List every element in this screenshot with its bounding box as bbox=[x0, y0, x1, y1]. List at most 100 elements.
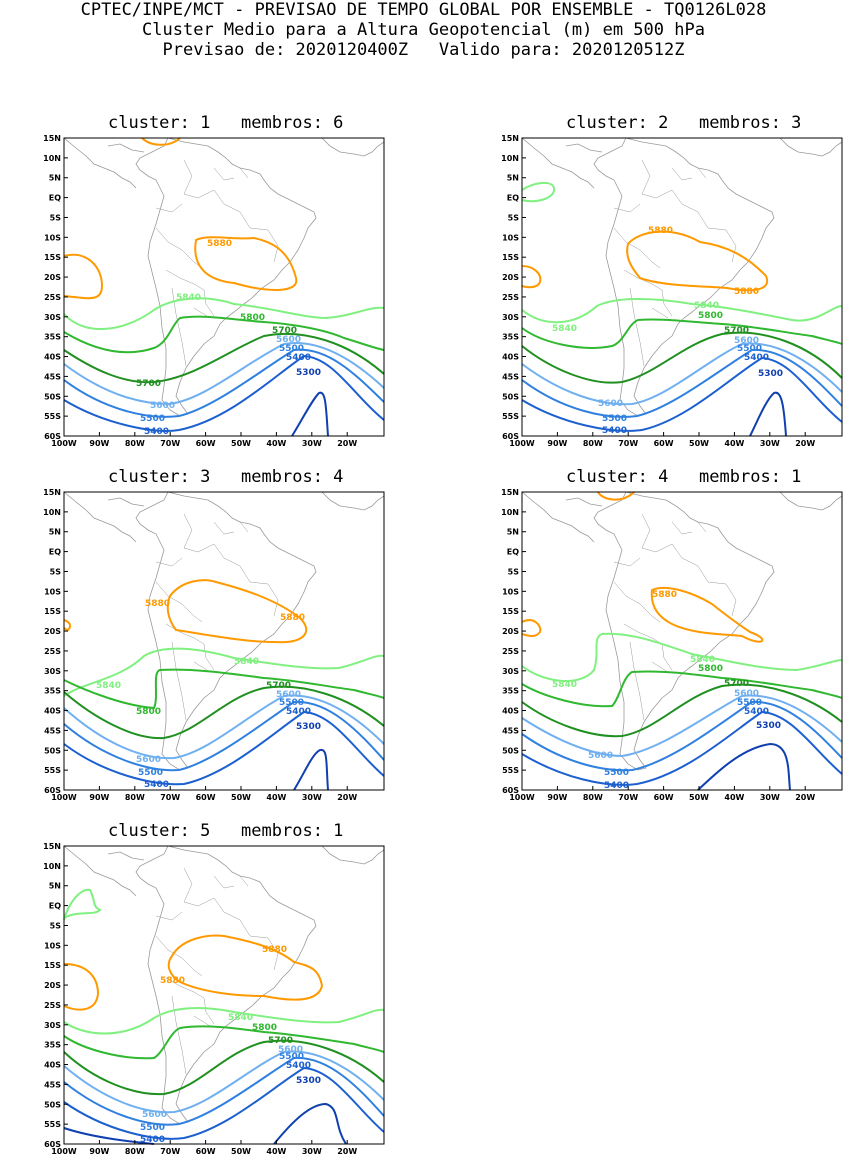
header-line-2: Cluster Medio para a Altura Geopotencial… bbox=[142, 20, 705, 40]
label-5600-b: 5600 bbox=[588, 751, 613, 761]
lon-label: 50W bbox=[231, 793, 251, 802]
lat-label: 10S bbox=[44, 233, 61, 242]
map-panel-2: 5880 5880 5840 5840 5800 5700 5600 5600 … bbox=[501, 134, 843, 448]
lat-label: 40S bbox=[502, 707, 519, 716]
country-borders bbox=[155, 867, 279, 1075]
contour-labels: 5880 5880 5840 5840 5800 5700 5600 5600 … bbox=[552, 226, 783, 436]
lat-label: 40S bbox=[44, 707, 61, 716]
contour-5840-north bbox=[521, 182, 556, 203]
lat-label: 45S bbox=[44, 1080, 61, 1089]
label-5600-a: 5600 bbox=[734, 336, 759, 346]
label-5600-a: 5600 bbox=[276, 690, 301, 700]
map-panel-1: 5880 5840 5800 5700 5700 5600 5600 5500 … bbox=[43, 134, 385, 448]
lat-label: 40S bbox=[502, 353, 519, 362]
south-america-coastline bbox=[63, 137, 385, 417]
contour-5600 bbox=[63, 342, 385, 405]
lon-label: 20W bbox=[795, 439, 815, 448]
contour-5880-brazil bbox=[650, 586, 764, 643]
lat-label: 50S bbox=[44, 746, 61, 755]
contour-5300 bbox=[293, 748, 329, 791]
coastline bbox=[135, 137, 317, 417]
lat-label: 30S bbox=[44, 667, 61, 676]
lon-label: 20W bbox=[337, 439, 357, 448]
label-5880-b: 5880 bbox=[160, 976, 185, 986]
lon-label: 90W bbox=[89, 1147, 109, 1156]
label-5500-a: 5500 bbox=[737, 344, 762, 354]
contour-5300 bbox=[291, 391, 329, 437]
lon-label: 60W bbox=[196, 439, 216, 448]
lat-label: 25S bbox=[44, 647, 61, 656]
lat-label: 50S bbox=[502, 746, 519, 755]
contour-5700 bbox=[63, 1039, 385, 1096]
lat-label: 40S bbox=[44, 353, 61, 362]
lat-label: 5N bbox=[507, 174, 519, 183]
contour-5840 bbox=[521, 632, 843, 682]
label-5600-a: 5600 bbox=[276, 335, 301, 345]
header-line-3: Previsao de: 2020120400Z Valido para: 20… bbox=[162, 40, 685, 60]
lat-label: 5S bbox=[50, 213, 62, 222]
lat-label: 5S bbox=[508, 213, 520, 222]
label-5800: 5800 bbox=[240, 313, 265, 323]
lat-label: 30S bbox=[502, 667, 519, 676]
label-5600-b: 5600 bbox=[598, 399, 623, 409]
contour-5880-brazil bbox=[166, 579, 308, 644]
lat-label: EQ bbox=[49, 902, 61, 911]
label-5400-b: 5400 bbox=[140, 1135, 165, 1145]
lon-label: 20W bbox=[337, 1147, 357, 1156]
contour-5840-north bbox=[63, 888, 101, 921]
lat-label: 45S bbox=[44, 726, 61, 735]
contour-5400 bbox=[63, 1067, 385, 1140]
contour-5400 bbox=[63, 355, 385, 432]
lon-label: 90W bbox=[547, 439, 567, 448]
contour-5600 bbox=[521, 694, 843, 757]
lat-label: 15S bbox=[44, 253, 61, 262]
central-america-coastline bbox=[521, 491, 603, 543]
contour-5840 bbox=[63, 647, 385, 697]
lat-label: 15S bbox=[502, 253, 519, 262]
coastline bbox=[135, 491, 317, 771]
label-5400-a: 5400 bbox=[286, 707, 311, 717]
lon-label: 70W bbox=[618, 793, 638, 802]
panel-4-title: cluster: 4 membros: 1 bbox=[566, 467, 802, 487]
country-borders bbox=[613, 513, 737, 721]
label-5400-a: 5400 bbox=[744, 353, 769, 363]
south-america-coastline bbox=[521, 491, 843, 771]
lat-label: 30S bbox=[44, 313, 61, 322]
map-panel-5: 5880 5880 5840 5800 5700 5600 5600 5500 … bbox=[43, 842, 385, 1156]
border-lines bbox=[155, 513, 279, 721]
label-5700: 5700 bbox=[724, 679, 749, 689]
contours bbox=[521, 182, 843, 437]
lon-label: 80W bbox=[125, 1147, 145, 1156]
lat-label: 10N bbox=[43, 154, 61, 163]
contour-labels: 5880 5840 5800 5700 5700 5600 5600 5500 … bbox=[136, 239, 321, 437]
contour-5500 bbox=[63, 700, 385, 772]
contour-5700 bbox=[63, 685, 385, 740]
label-5880-a: 5880 bbox=[648, 226, 673, 236]
lat-label: 10S bbox=[502, 233, 519, 242]
lon-label: 60W bbox=[654, 439, 674, 448]
africa-coastline bbox=[321, 137, 385, 157]
lon-label: 70W bbox=[618, 439, 638, 448]
label-5400-a: 5400 bbox=[286, 1061, 311, 1071]
lat-label: 45S bbox=[44, 372, 61, 381]
lat-label: 50S bbox=[44, 392, 61, 401]
label-5700: 5700 bbox=[724, 326, 749, 336]
border-lines bbox=[613, 159, 737, 367]
contour-5300 bbox=[749, 391, 787, 437]
contour-5880-west bbox=[63, 963, 99, 1011]
contour-5600 bbox=[63, 1050, 385, 1114]
lat-label: 60S bbox=[502, 432, 519, 441]
label-5880: 5880 bbox=[652, 590, 677, 600]
label-5500-b: 5500 bbox=[602, 414, 627, 424]
contour-5880-west bbox=[521, 265, 542, 289]
lat-label: 15N bbox=[43, 842, 61, 851]
lat-label: 50S bbox=[502, 392, 519, 401]
lat-label: EQ bbox=[507, 548, 519, 557]
contour-5300 bbox=[63, 1103, 347, 1145]
lon-label: 30W bbox=[302, 439, 322, 448]
contour-5400 bbox=[63, 711, 385, 786]
central-america-coastline bbox=[63, 845, 145, 897]
panel-5-title: cluster: 5 membros: 1 bbox=[108, 821, 344, 841]
lat-label: 20S bbox=[502, 273, 519, 282]
lon-label: 70W bbox=[160, 439, 180, 448]
